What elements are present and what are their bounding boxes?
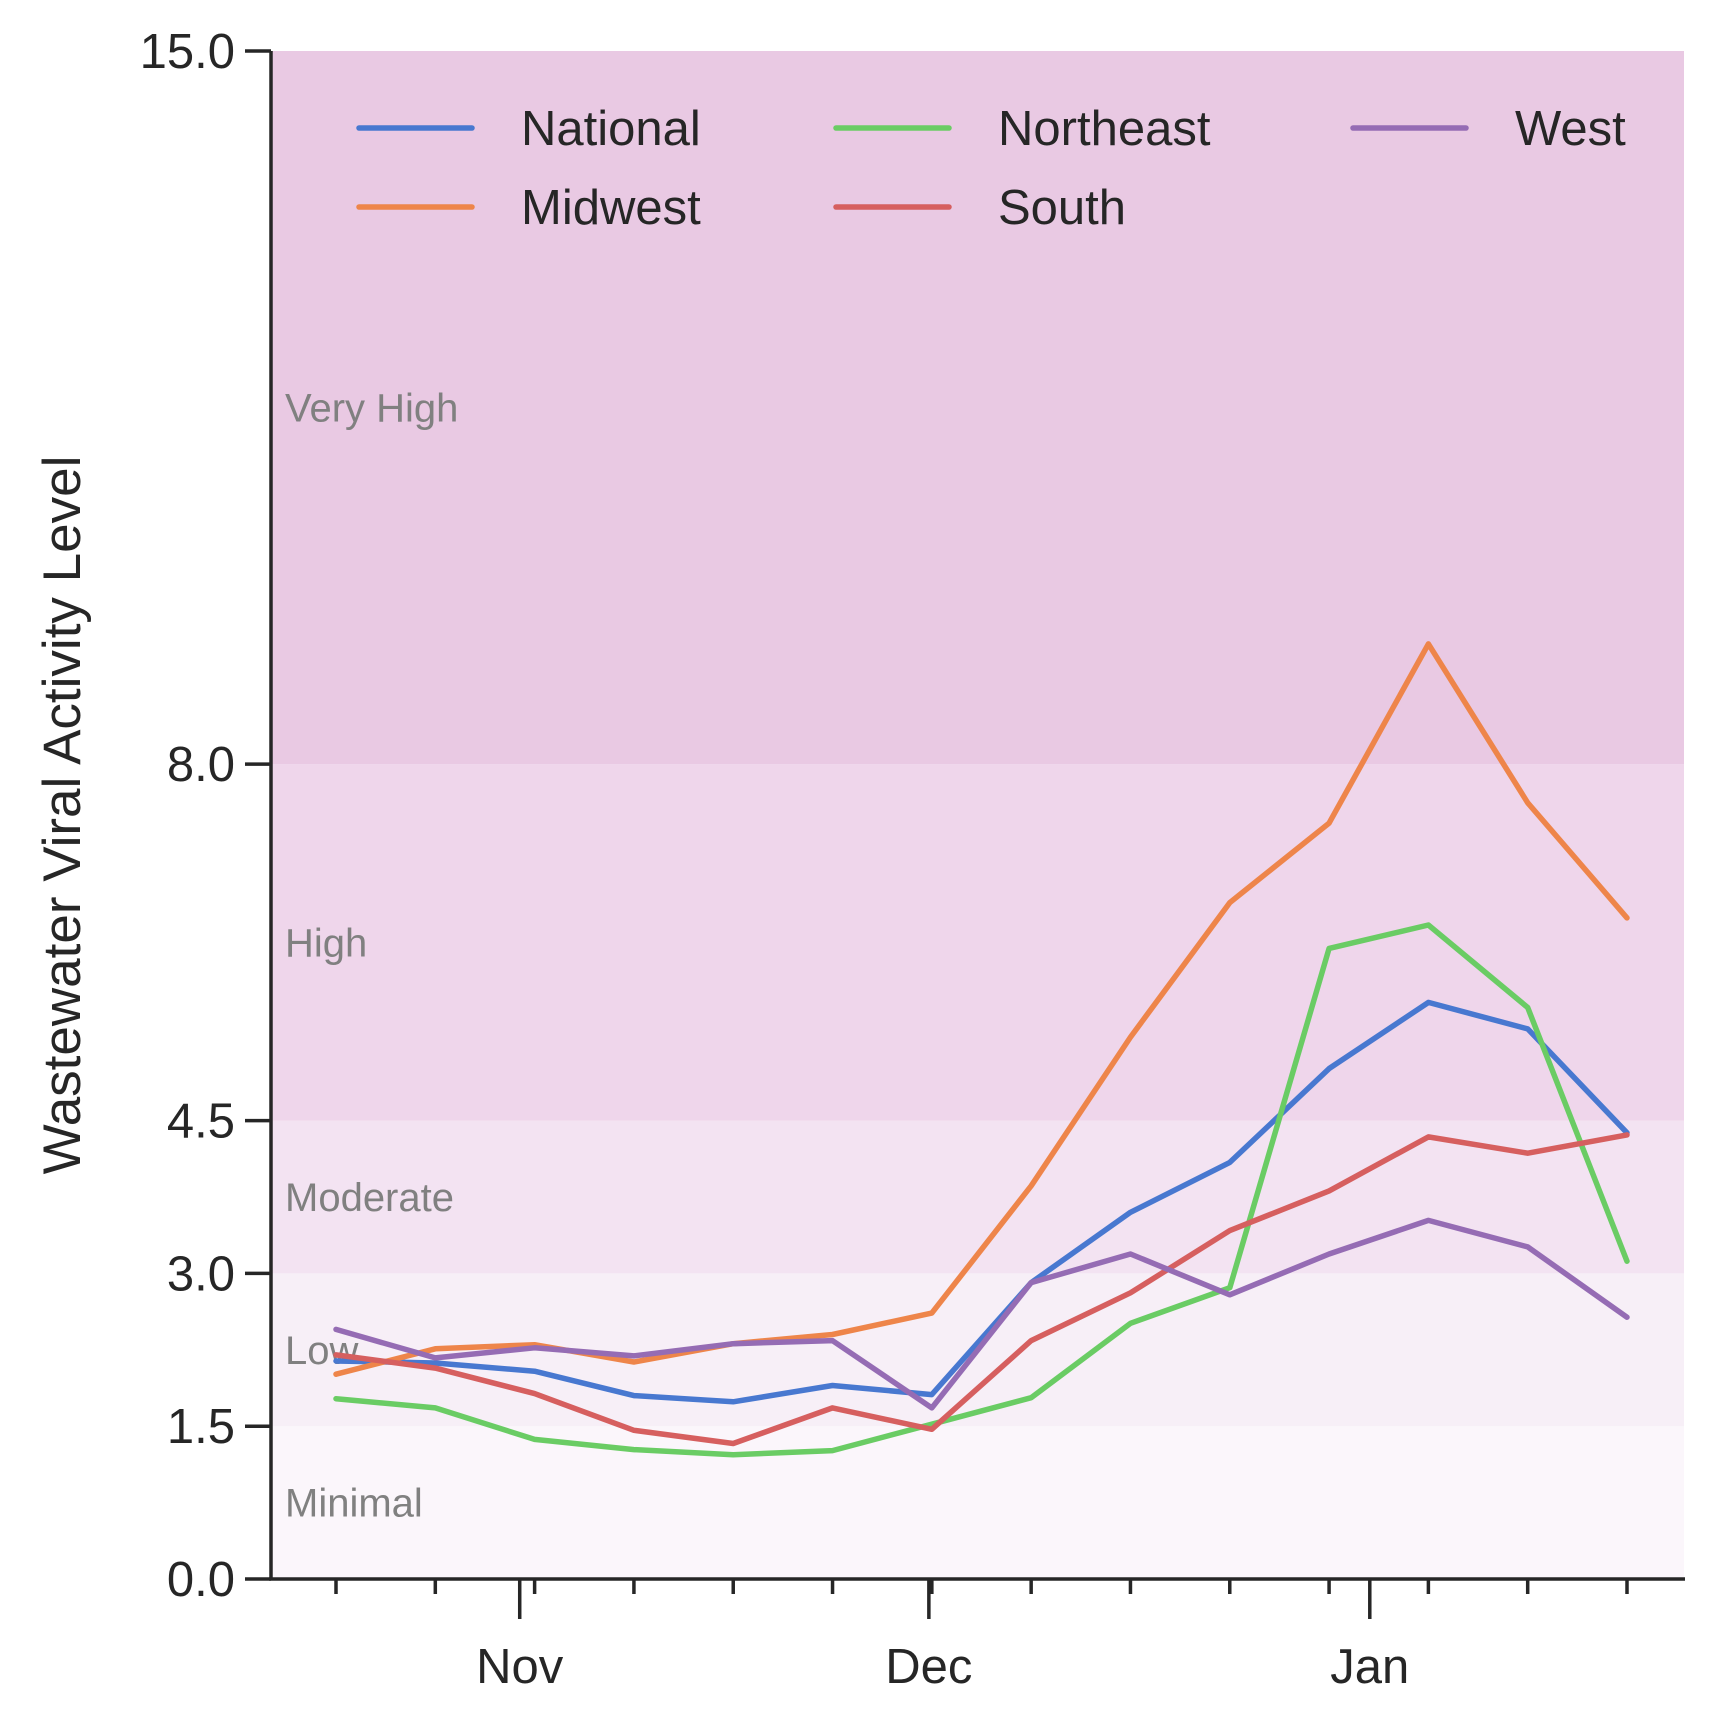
band-moderate — [272, 1120, 1684, 1274]
series-line-northeast — [333, 922, 1630, 1458]
y-tick-label: 3.0 — [167, 1247, 235, 1301]
y-tick-label: 15.0 — [140, 25, 235, 79]
band-very-high — [272, 51, 1684, 765]
band-label-high: High — [285, 921, 367, 965]
legend-item-northeast: Northeast — [833, 102, 1211, 156]
series-line-west — [333, 1217, 1630, 1411]
y-ticks: 0.0 1.5 3.0 4.5 8.0 15.0 — [140, 25, 271, 1607]
legend-item-midwest: Midwest — [356, 181, 701, 235]
activity-level-labels: Minimal Low Moderate High Very High — [285, 387, 458, 1526]
legend-label: West — [1515, 102, 1626, 156]
legend-item-south: South — [833, 181, 1126, 235]
y-tick-label: 0.0 — [167, 1553, 235, 1607]
activity-level-bands — [272, 51, 1684, 1579]
series-line-national — [333, 999, 1630, 1405]
legend-label: South — [998, 181, 1126, 235]
x-tick-label-dec: Dec — [885, 1640, 972, 1694]
band-label-low: Low — [285, 1329, 358, 1373]
y-axis-title: Wastewater Viral Activity Level — [33, 456, 92, 1175]
band-label-minimal: Minimal — [285, 1482, 423, 1526]
series-line-south — [333, 1132, 1630, 1447]
axes — [269, 51, 1685, 1581]
x-ticks: Nov Dec Jan — [334, 1579, 1629, 1694]
series-lines — [333, 641, 1630, 1458]
band-label-moderate: Moderate — [285, 1176, 454, 1220]
band-label-very-high: Very High — [285, 387, 458, 431]
legend-label: Northeast — [998, 102, 1211, 156]
x-tick-label-nov: Nov — [476, 1640, 564, 1694]
legend: National Midwest Northeast South West — [356, 102, 1626, 235]
y-tick-label: 4.5 — [167, 1095, 235, 1149]
band-high — [272, 764, 1684, 1121]
y-tick-label: 8.0 — [167, 738, 235, 792]
legend-item-national: National — [356, 102, 701, 156]
y-tick-label: 1.5 — [167, 1400, 235, 1454]
legend-label: National — [521, 102, 701, 156]
legend-label: Midwest — [521, 181, 701, 235]
legend-item-west: West — [1350, 102, 1626, 156]
band-minimal — [272, 1426, 1684, 1579]
x-tick-label-jan: Jan — [1330, 1640, 1409, 1694]
